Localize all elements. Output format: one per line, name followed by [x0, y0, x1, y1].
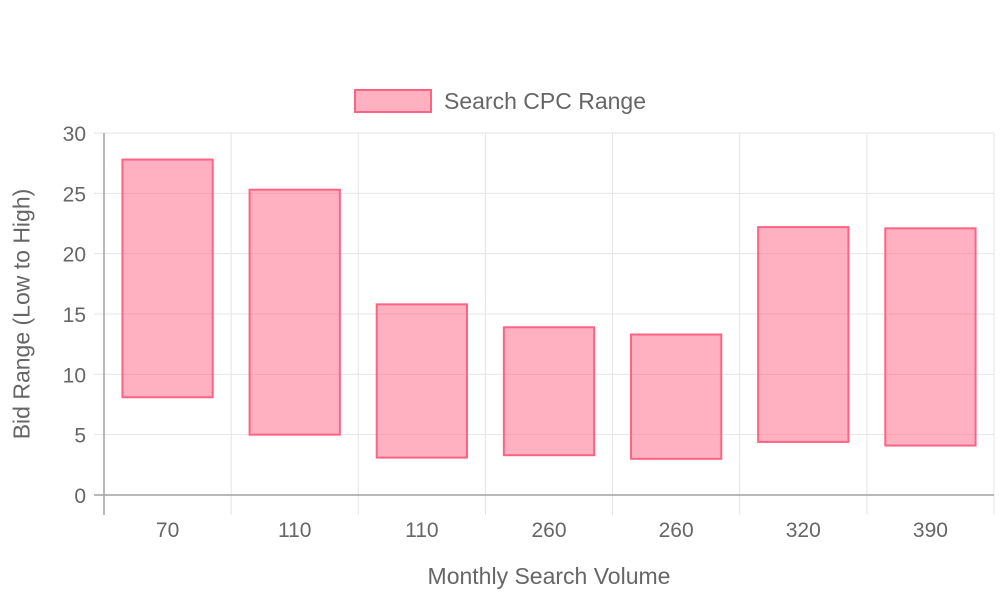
bar [375, 303, 468, 459]
x-tick-label: 70 [156, 519, 179, 542]
y-tick-label: 30 [63, 123, 86, 146]
y-tick-label: 20 [63, 244, 86, 267]
x-tick-label: 260 [531, 519, 566, 542]
bar [502, 326, 596, 457]
x-tick-label: 110 [278, 519, 311, 542]
bar [757, 226, 850, 443]
legend[interactable]: Search CPC Range [0, 87, 1000, 115]
x-axis-title: Monthly Search Volume [427, 563, 671, 589]
y-tick-label: 0 [74, 485, 86, 508]
bar [248, 188, 341, 436]
y-tick-label: 5 [74, 425, 86, 448]
y-tick-label: 25 [63, 183, 86, 206]
y-tick-label: 15 [63, 304, 86, 327]
x-tick-label: 390 [913, 519, 948, 542]
bar [884, 227, 977, 447]
legend-label: Search CPC Range [444, 87, 646, 114]
x-tick-label: 320 [786, 519, 821, 542]
x-tick-label: 110 [405, 519, 438, 542]
y-tick-label: 10 [63, 364, 86, 387]
x-tick-label: 260 [659, 519, 694, 542]
legend-swatch [354, 89, 432, 113]
bar [121, 158, 214, 399]
y-axis-title: Bid Range (Low to High) [8, 188, 35, 440]
bar [630, 333, 723, 460]
